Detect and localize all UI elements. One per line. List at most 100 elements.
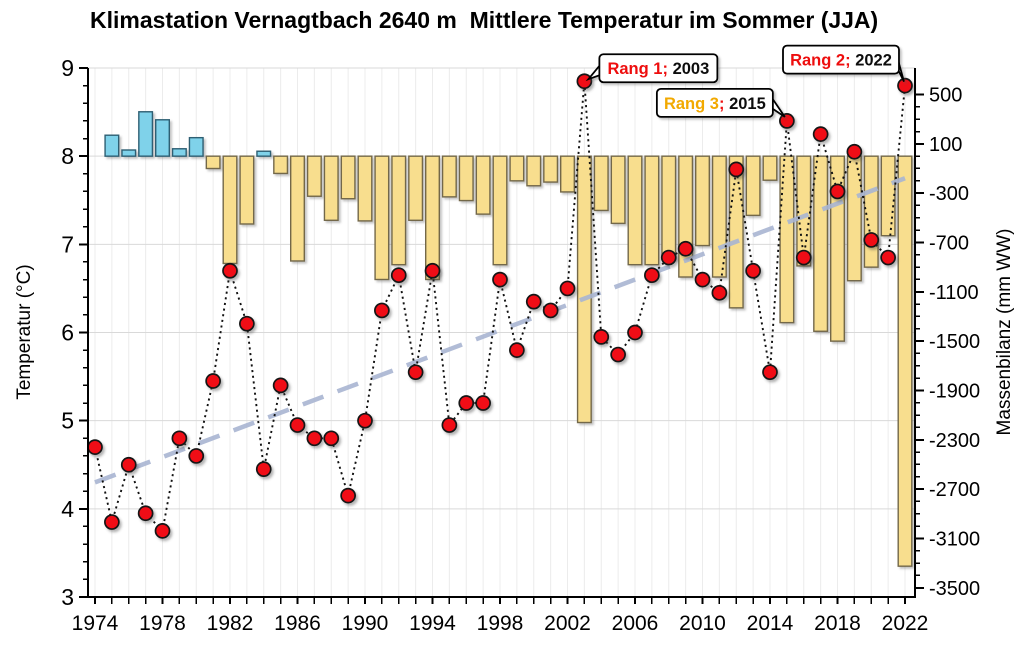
massbalance-bar-1984 <box>256 150 272 157</box>
y-left-tick-label-5: 5 <box>61 408 74 434</box>
massbalance-bar-2006 <box>627 155 643 266</box>
massbalance-bar-2021 <box>880 155 896 237</box>
annotation-box-rang1 <box>598 53 719 84</box>
massbalance-bar-1983 <box>239 155 255 225</box>
massbalance-bar-1992 <box>391 155 407 266</box>
temperature-dot-2012 <box>728 161 745 178</box>
massbalance-bar-2020 <box>863 155 879 268</box>
annotation-rang2: Rang 2; 2022 <box>782 44 905 83</box>
temperature-dot-1986 <box>289 417 306 433</box>
x-tick-label-2014: 2014 <box>747 612 794 635</box>
y-right-tick-label--3100: -3100 <box>929 528 980 550</box>
y-left-axis-title: Temperatur (°C) <box>14 264 35 399</box>
temperature-dot-1980 <box>188 448 205 464</box>
temperature-dots <box>87 73 913 539</box>
massbalance-bar-2013 <box>745 155 761 217</box>
massbalance-bar-1990 <box>357 155 373 222</box>
temperature-dot-2003 <box>576 73 593 90</box>
massbalance-bar-2002 <box>560 155 576 193</box>
massbalance-bar-1995 <box>441 155 457 198</box>
temperature-dot-1974 <box>87 439 103 455</box>
temperature-dot-2002 <box>559 280 576 297</box>
massbalance-bar-1987 <box>306 155 322 197</box>
temperature-dot-2021 <box>880 249 896 266</box>
temperature-dot-1998 <box>492 271 508 288</box>
massbalance-bar-2022 <box>897 155 913 567</box>
x-tick-label-2022: 2022 <box>882 612 929 635</box>
massbalance-bar-1993 <box>408 155 424 221</box>
temperature-dot-1985 <box>272 377 289 394</box>
temperature-dot-2020 <box>863 232 880 248</box>
temperature-dot-1982 <box>222 262 238 279</box>
temperature-dot-1976 <box>120 456 137 473</box>
temperature-dot-1987 <box>306 430 323 447</box>
temperature-dot-2007 <box>644 267 660 284</box>
temperature-dot-2017 <box>812 126 829 142</box>
massbalance-bar-2005 <box>610 155 626 225</box>
x-tick-label-2006: 2006 <box>612 612 659 635</box>
x-axis-ticks: 1974 1978 1982 1986 1990 1994 1998 2002 2006 2010… <box>72 597 929 635</box>
temperature-dot-1994 <box>424 262 441 279</box>
massbalance-bar-2008 <box>661 155 677 260</box>
massbalance-bar-2015 <box>779 155 795 324</box>
annotation-rang3: Rang 3; 2015 <box>655 88 786 118</box>
temperature-dot-2013 <box>745 262 761 279</box>
temperature-trend-line <box>94 176 906 485</box>
x-tick-label-2010: 2010 <box>679 612 726 635</box>
massbalance-bar-1980 <box>188 136 204 157</box>
temperature-dot-2006 <box>627 324 643 341</box>
temperature-dot-1992 <box>390 267 407 284</box>
temperature-dot-2016 <box>795 249 812 266</box>
temperature-dot-1993 <box>407 364 424 381</box>
massbalance-bar-1998 <box>492 155 508 266</box>
y-right-axis-title: Massenbilanz (mm WW) <box>994 229 1015 436</box>
temperature-dot-1981 <box>205 373 221 389</box>
temperature-dot-2005 <box>610 346 626 363</box>
massbalance-bar-2010 <box>695 155 711 247</box>
annotation-label-rang3: Rang 3; 2015 <box>664 95 766 113</box>
annotation-box-rang3 <box>655 88 774 118</box>
massbalance-bar-2011 <box>711 155 727 278</box>
plot-area: 9 8 7 6 5 4 3 500 100 -300 -700 -1100 -1500 -1900 -230… <box>61 44 980 635</box>
massbalance-bar-1999 <box>509 155 525 182</box>
annotation-rang1: Rang 1; 2003 <box>585 53 719 84</box>
annotation-label-rang2: Rang 2; 2022 <box>790 52 892 70</box>
y-left-tick-label-9: 9 <box>61 55 74 81</box>
temperature-dot-1989 <box>340 487 356 504</box>
x-tick-label-1990: 1990 <box>342 612 389 635</box>
y-left-tick-label-7: 7 <box>61 231 74 257</box>
y-right-tick-label--3500: -3500 <box>929 578 980 600</box>
temperature-dot-1996 <box>458 395 475 411</box>
massbalance-bar-1989 <box>340 155 356 200</box>
x-tick-label-1986: 1986 <box>274 612 321 635</box>
massbalance-bar-1994 <box>425 155 441 281</box>
massbalance-bar-1985 <box>273 155 289 175</box>
massbalance-bar-1978 <box>154 119 170 157</box>
massbalance-bar-2017 <box>813 155 829 332</box>
temperature-dot-2015 <box>779 113 795 129</box>
x-tick-label-1978: 1978 <box>139 612 186 635</box>
y-left-tick-label-8: 8 <box>61 143 74 169</box>
massbalance-bar-1979 <box>171 148 187 157</box>
y-right-tick-label--1500: -1500 <box>929 331 980 353</box>
massbalance-bar-1996 <box>458 155 474 202</box>
temperature-dot-2014 <box>762 364 778 381</box>
massbalance-bar-2007 <box>644 155 660 266</box>
y-left-tick-label-6: 6 <box>61 320 74 346</box>
massbalance-bar-2004 <box>593 155 609 212</box>
temperature-dot-1990 <box>357 412 373 429</box>
massbalance-bar-2003 <box>576 155 592 424</box>
temperature-dot-2011 <box>711 284 728 301</box>
temperature-dot-1999 <box>509 342 525 358</box>
temperature-dot-1997 <box>475 395 491 411</box>
massbalance-bar-1997 <box>475 155 491 215</box>
temperature-dot-2022 <box>897 77 913 94</box>
temperature-dot-1991 <box>374 302 390 319</box>
temperature-dot-2004 <box>593 329 610 345</box>
massbalance-bar-1991 <box>374 155 390 281</box>
y-right-ticks: 500 100 -300 -700 -1100 -1500 -1900 -2300 -2700 -… <box>915 85 980 600</box>
temperature-dot-1979 <box>171 430 188 447</box>
massbalance-bar-1975 <box>104 134 120 157</box>
